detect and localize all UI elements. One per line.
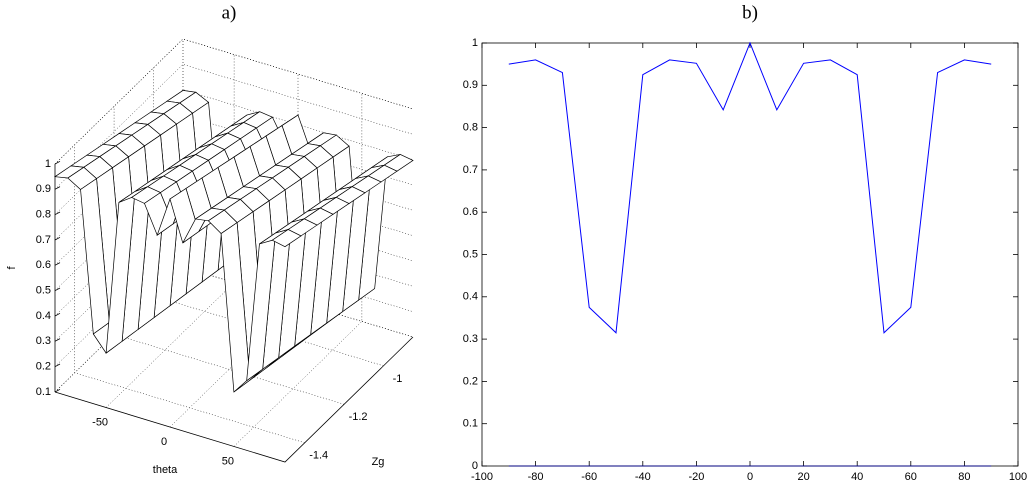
z-axis-label: f (6, 266, 18, 270)
tick-mark (54, 186, 61, 190)
tick-mark (54, 211, 61, 216)
y-tick-label: 1 (472, 37, 478, 49)
x-tick-label: 20 (797, 471, 809, 483)
surface-face (271, 229, 302, 248)
x-tick-label: -60 (581, 471, 597, 483)
z-tick-label: 0.2 (36, 361, 51, 373)
grid-line (54, 64, 414, 190)
y-tick-label: 0.4 (463, 291, 478, 303)
y-tick-label: 0.3 (463, 333, 478, 345)
y-tick-label: 0.7 (463, 164, 478, 176)
y-tick-label: 0.5 (463, 248, 478, 260)
z-tick-label: 0.8 (36, 209, 51, 221)
x-axis-label: theta (153, 464, 178, 476)
tick-mark (54, 312, 61, 317)
tick-mark (54, 363, 61, 368)
tick-mark (54, 338, 61, 342)
x-tick-label: -100 (471, 471, 493, 483)
x-tick-label: 40 (851, 471, 863, 483)
x-tick-label: 50 (222, 455, 234, 467)
x-tick-label: 60 (905, 471, 917, 483)
panel-a-title: a) (222, 2, 237, 23)
x-tick-label: -40 (635, 471, 651, 483)
z-tick-label: 0.4 (36, 310, 51, 322)
y-tick-label: 0.9 (463, 79, 478, 91)
z-tick-label: 0.3 (36, 335, 51, 347)
tick-mark (54, 236, 61, 241)
grid-line (233, 93, 363, 447)
x-tick-label: -50 (92, 416, 108, 428)
grid-line (74, 144, 305, 444)
z-tick-label: 1 (45, 158, 51, 170)
x-tick-label: 0 (747, 471, 753, 483)
y-tick-label: 0.2 (463, 375, 478, 387)
grid-line (54, 38, 414, 165)
z-tick-label: 0.6 (36, 259, 51, 271)
y-tick-label: 0.6 (463, 206, 478, 218)
x-tick-label: 100 (1009, 471, 1027, 483)
tick-mark (54, 388, 61, 393)
y-tick-label: -1.2 (349, 411, 368, 423)
tick-mark (54, 160, 61, 165)
z-tick-label: 0.7 (36, 234, 51, 246)
x-tick-label: -80 (528, 471, 544, 483)
y-tick-label: -1 (393, 373, 403, 385)
line-series (508, 41, 992, 334)
x-tick-label: -20 (688, 471, 704, 483)
y-axis-label: Zg (372, 456, 385, 468)
y-tick-label: 0.8 (463, 122, 478, 134)
tick-mark (54, 287, 61, 292)
x-tick-label: 0 (161, 436, 167, 448)
panel-b-title: b) (742, 2, 758, 23)
z-tick-label: 0.9 (36, 183, 51, 195)
y-tick-label: 0.1 (463, 418, 478, 430)
tick-mark (54, 262, 61, 266)
plot-frame (481, 42, 1019, 467)
x-tick-label: 80 (958, 471, 970, 483)
y-tick-label: -1.4 (309, 450, 328, 462)
z-tick-label: 0.1 (36, 386, 51, 398)
z-tick-label: 0.5 (36, 285, 51, 297)
axis-line (54, 336, 414, 463)
y-tick-label: 0 (472, 460, 478, 472)
